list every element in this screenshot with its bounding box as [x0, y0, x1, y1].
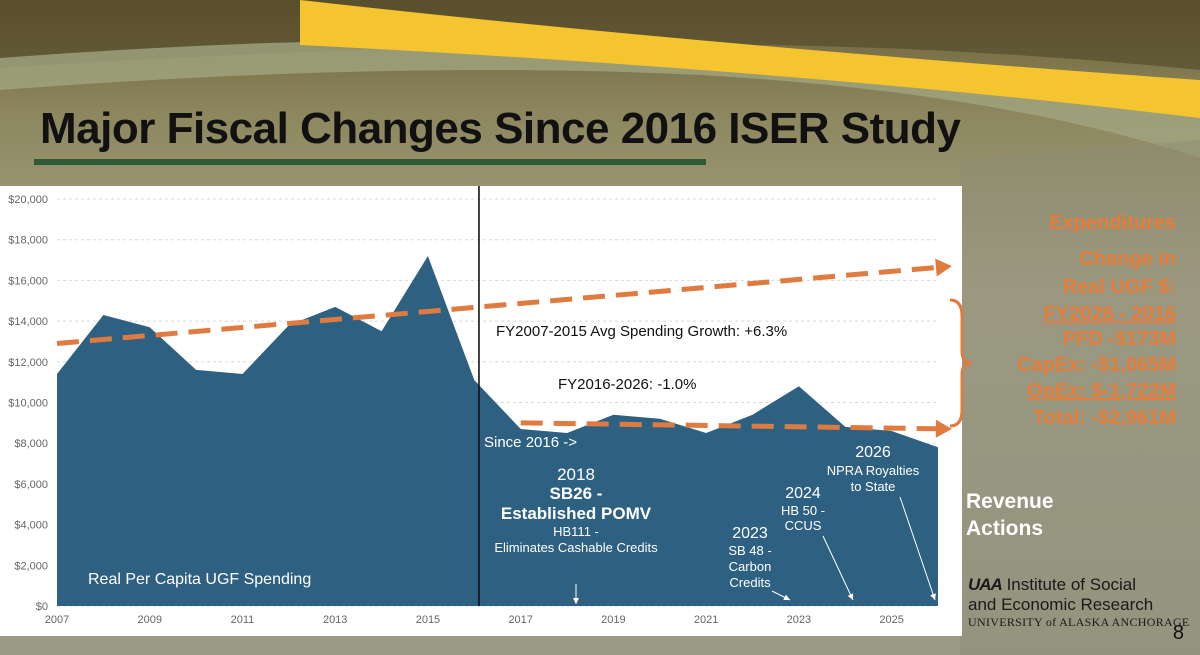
x-tick-label: 2009	[137, 614, 161, 626]
annotation-arrows	[573, 496, 936, 604]
annotation-2018-bill: SB26 -	[550, 484, 603, 503]
x-tick-label: 2017	[508, 614, 532, 626]
trend-lines	[56, 258, 952, 438]
capex-value: CapEx: -$1,065M	[1017, 354, 1176, 376]
annotation-avg-growth: FY2007-2015 Avg Spending Growth: +6.3%	[496, 323, 787, 340]
y-tick-label: $18,000	[8, 235, 48, 247]
annotation-arrow	[822, 535, 854, 601]
annotation-hb111-desc: Eliminates Cashable Credits	[494, 540, 658, 555]
annotation-arrowhead	[847, 593, 854, 600]
spending-area	[57, 256, 938, 606]
annotation-2023: 2023 SB 48 - Carbon Credits	[728, 525, 771, 590]
annotation-hb111: HB111 -	[553, 524, 599, 539]
annotation-2018-year: 2018	[557, 465, 595, 484]
x-axis-ticks: 2007 2009 2011 2013 2015 2017 2019 2021 2023 2025	[45, 614, 904, 626]
x-tick-label: 2025	[879, 614, 903, 626]
x-tick-label: 2019	[601, 614, 625, 626]
y-tick-label: $6,000	[14, 479, 48, 491]
series-label: Real Per Capita UGF Spending	[88, 571, 311, 588]
annotation-2018-desc: Established POMV	[501, 504, 652, 523]
fy-range-label: FY2026 - 2016	[1043, 303, 1176, 325]
x-tick-label: 2011	[231, 614, 255, 626]
logo-line-3: UNIVERSITY of ALASKA ANCHORAGE	[968, 615, 1190, 629]
annotation-2018: 2018 SB26 - Established POMV HB111 - Eli…	[494, 465, 658, 555]
title-underline	[34, 159, 706, 165]
y-tick-label: $16,000	[8, 275, 48, 287]
annotation-2024: 2024 HB 50 - CCUS	[781, 485, 825, 533]
annotation-2026-d1: NPRA Royalties	[827, 463, 920, 478]
pfd-value: PFD -$173M	[1062, 328, 1176, 350]
annotation-2026: 2026 NPRA Royalties to State	[827, 444, 920, 494]
y-tick-label: $8,000	[14, 438, 48, 450]
x-tick-label: 2021	[694, 614, 718, 626]
slide-title: Major Fiscal Changes Since 2016 ISER Stu…	[40, 104, 961, 153]
iser-logo: UAA Institute of Social and Economic Res…	[968, 575, 1190, 630]
annotation-since-2016: Since 2016 ->	[484, 434, 577, 451]
change-in-label: Change in	[1079, 248, 1176, 270]
y-tick-label: $10,000	[8, 398, 48, 410]
annotation-2023-bill: SB 48 -	[728, 543, 771, 558]
revenue-line-1: Revenue	[966, 490, 1054, 513]
uaa-logo-mark: UAA	[968, 575, 1003, 594]
y-tick-label: $2,000	[14, 560, 48, 572]
revenue-line-2: Actions	[966, 517, 1044, 540]
trend-line	[56, 265, 937, 346]
trend-arrowhead	[935, 258, 952, 277]
page-number: 8	[1172, 622, 1184, 644]
spending-chart: $0 $2,000 $4,000 $6,000 $8,000 $10,000 $12,000…	[8, 186, 952, 626]
logo-line-2: and Economic Research	[968, 595, 1154, 614]
x-tick-label: 2015	[416, 614, 440, 626]
logo-line-1: Institute of Social	[1006, 575, 1137, 594]
y-tick-label: $12,000	[8, 357, 48, 369]
sidebar-brace	[949, 298, 973, 428]
annotation-2023-d2: Credits	[729, 575, 771, 590]
annotation-arrow	[899, 496, 936, 601]
annotation-2024-d1: CCUS	[785, 518, 822, 533]
x-tick-label: 2013	[323, 614, 347, 626]
annotation-arrowhead	[573, 598, 579, 604]
annotation-2026-d2: to State	[851, 479, 896, 494]
y-tick-label: $4,000	[14, 520, 48, 532]
annotation-arrowhead	[930, 593, 936, 600]
annotation-arrowhead	[783, 594, 790, 600]
chart-panel: $0 $2,000 $4,000 $6,000 $8,000 $10,000 $12,000…	[0, 186, 962, 636]
y-tick-label: $0	[36, 601, 48, 613]
annotation-2024-year: 2024	[785, 485, 821, 502]
annotation-2024-bill: HB 50 -	[781, 503, 825, 518]
trend-arrowhead	[935, 419, 952, 438]
x-tick-label: 2007	[45, 614, 69, 626]
annotation-2023-year: 2023	[732, 525, 768, 542]
opex-value: OpEx: $-1,722M	[1027, 380, 1176, 402]
x-tick-label: 2023	[787, 614, 811, 626]
total-value: Total: -$2,961M	[1033, 407, 1176, 429]
real-ugf-label: Real UGF $:	[1062, 276, 1176, 298]
trend-line	[520, 420, 936, 432]
revenue-actions-label: Revenue Actions	[966, 488, 1054, 542]
y-tick-label: $14,000	[8, 316, 48, 328]
y-axis-ticks: $0 $2,000 $4,000 $6,000 $8,000 $10,000 $12,000…	[8, 194, 48, 613]
annotation-decline: FY2016-2026: -1.0%	[558, 376, 696, 393]
annotation-2023-d1: Carbon	[729, 559, 772, 574]
y-tick-label: $20,000	[8, 194, 48, 206]
annotation-2026-year: 2026	[855, 444, 891, 461]
expenditures-heading: Expenditures	[1049, 212, 1176, 234]
